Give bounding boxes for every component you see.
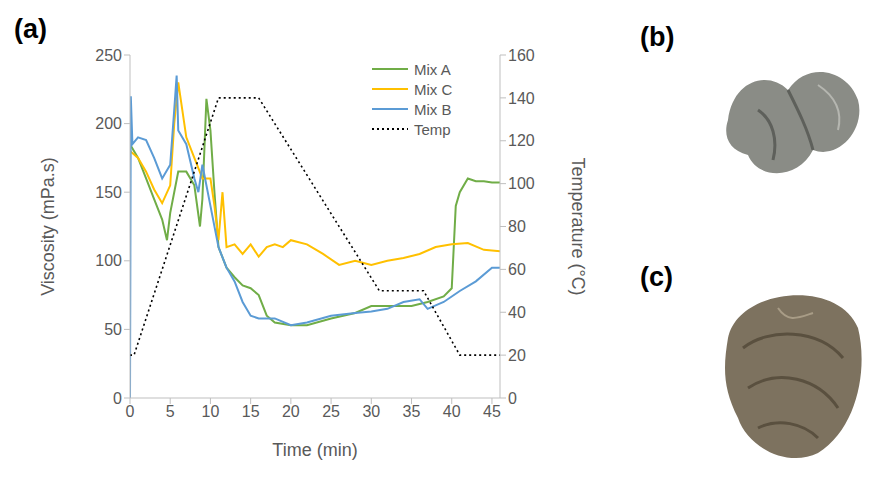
svg-text:120: 120 — [508, 132, 535, 149]
svg-text:20: 20 — [282, 403, 300, 420]
svg-text:30: 30 — [362, 403, 380, 420]
svg-text:140: 140 — [508, 90, 535, 107]
html-text:(a): (a) — [14, 14, 47, 44]
svg-text:5: 5 — [166, 403, 175, 420]
svg-text:80: 80 — [508, 218, 526, 235]
svg-text:150: 150 — [95, 184, 122, 201]
html-text:Temp: Temp — [414, 120, 451, 138]
svg-text:250: 250 — [95, 47, 122, 64]
svg-text:0: 0 — [113, 390, 122, 407]
svg-text:60: 60 — [508, 261, 526, 278]
html-text:Mix C: Mix C — [414, 80, 453, 98]
svg-text:50: 50 — [104, 321, 122, 338]
svg-text:35: 35 — [403, 403, 421, 420]
html-text:(c): (c) — [640, 262, 673, 292]
html-text:Mix B: Mix B — [414, 100, 452, 118]
svg-text:100: 100 — [508, 175, 535, 192]
svg-text:Time (min): Time (min) — [272, 440, 357, 460]
svg-text:20: 20 — [508, 347, 526, 364]
svg-text:100: 100 — [95, 252, 122, 269]
svg-text:Temperature (°C): Temperature (°C) — [568, 157, 588, 295]
svg-text:Viscosity (mPa.s): Viscosity (mPa.s) — [38, 157, 58, 296]
svg-text:45: 45 — [483, 403, 501, 420]
svg-text:160: 160 — [508, 47, 535, 64]
svg-text:0: 0 — [508, 390, 517, 407]
svg-text:25: 25 — [322, 403, 340, 420]
svg-text:0: 0 — [126, 403, 135, 420]
svg-text:10: 10 — [202, 403, 220, 420]
svg-text:40: 40 — [443, 403, 461, 420]
svg-text:200: 200 — [95, 115, 122, 132]
svg-text:15: 15 — [242, 403, 260, 420]
html-text:Mix A: Mix A — [414, 60, 451, 78]
svg-text:40: 40 — [508, 304, 526, 321]
html-text:(b): (b) — [640, 22, 675, 52]
